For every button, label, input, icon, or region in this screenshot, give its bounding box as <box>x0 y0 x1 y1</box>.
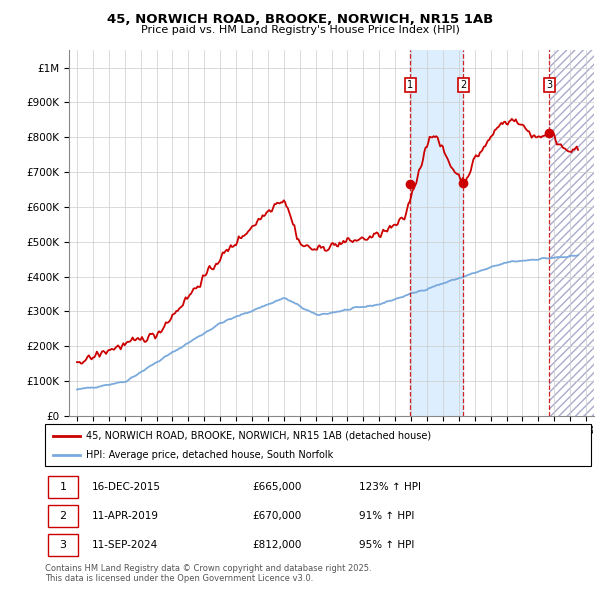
Text: 16-DEC-2015: 16-DEC-2015 <box>91 481 160 491</box>
Text: £665,000: £665,000 <box>253 481 302 491</box>
Text: 45, NORWICH ROAD, BROOKE, NORWICH, NR15 1AB: 45, NORWICH ROAD, BROOKE, NORWICH, NR15 … <box>107 13 493 26</box>
Text: £812,000: £812,000 <box>253 540 302 550</box>
Bar <box>549 50 594 416</box>
Text: Price paid vs. HM Land Registry's House Price Index (HPI): Price paid vs. HM Land Registry's House … <box>140 25 460 35</box>
FancyBboxPatch shape <box>45 424 591 466</box>
Text: 91% ↑ HPI: 91% ↑ HPI <box>359 511 415 521</box>
Text: 3: 3 <box>59 540 67 550</box>
Text: 95% ↑ HPI: 95% ↑ HPI <box>359 540 415 550</box>
FancyBboxPatch shape <box>48 535 78 556</box>
Text: 11-APR-2019: 11-APR-2019 <box>91 511 158 521</box>
Text: 45, NORWICH ROAD, BROOKE, NORWICH, NR15 1AB (detached house): 45, NORWICH ROAD, BROOKE, NORWICH, NR15 … <box>86 431 431 441</box>
Bar <box>410 50 463 416</box>
Text: HPI: Average price, detached house, South Norfolk: HPI: Average price, detached house, Sout… <box>86 451 333 460</box>
Text: 2: 2 <box>460 80 466 90</box>
Text: 123% ↑ HPI: 123% ↑ HPI <box>359 481 421 491</box>
Text: 1: 1 <box>59 481 67 491</box>
Text: 3: 3 <box>546 80 553 90</box>
Text: 2: 2 <box>59 511 67 521</box>
Text: 11-SEP-2024: 11-SEP-2024 <box>91 540 158 550</box>
Text: 1: 1 <box>407 80 413 90</box>
FancyBboxPatch shape <box>48 476 78 498</box>
Text: £670,000: £670,000 <box>253 511 302 521</box>
FancyBboxPatch shape <box>48 505 78 527</box>
Text: Contains HM Land Registry data © Crown copyright and database right 2025.
This d: Contains HM Land Registry data © Crown c… <box>45 564 371 584</box>
